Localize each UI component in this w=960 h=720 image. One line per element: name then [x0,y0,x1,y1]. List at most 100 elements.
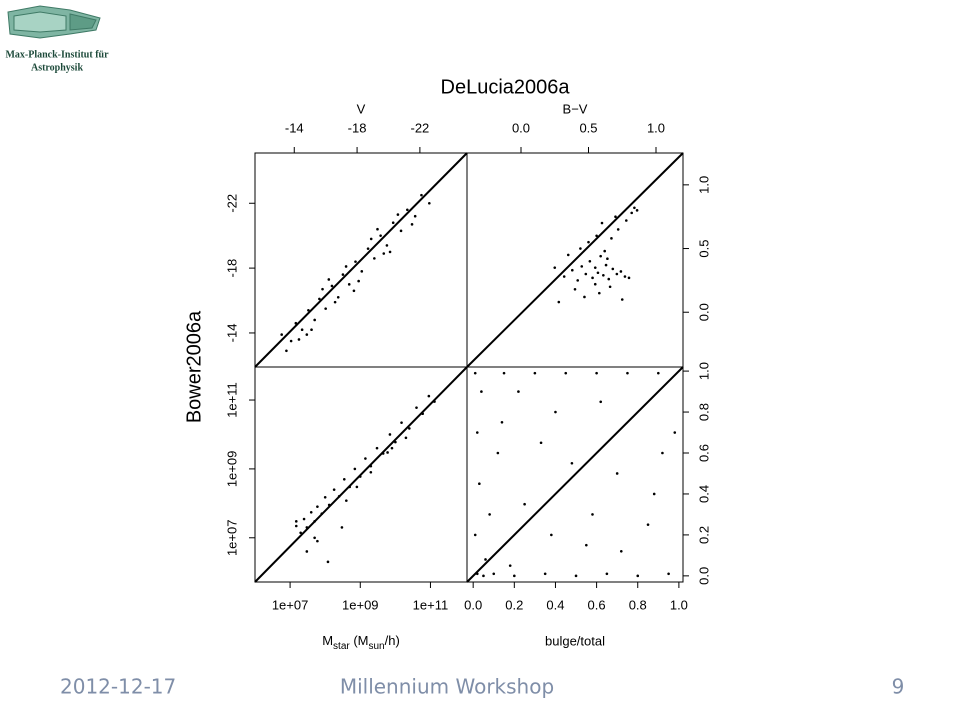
reference-line [466,366,684,583]
point [388,433,392,436]
x-axis-title: Mstar (Msun/h) [322,633,400,651]
point [596,271,600,275]
reference-line [466,152,684,368]
point [406,208,409,212]
point [394,440,397,444]
point [427,394,431,398]
point [413,214,417,218]
point [626,371,629,375]
point [388,250,392,254]
point [657,371,660,375]
x-tick-label: 0.0 [464,597,482,612]
point [294,321,298,325]
panel-frame [466,366,684,583]
point [344,265,348,268]
x-axis-title: bulge/total [545,633,605,648]
x-tick-label: 0.2 [505,597,523,612]
point [347,283,351,286]
point [415,406,418,409]
point [408,427,411,430]
point [593,266,597,269]
point [404,436,408,440]
point [602,273,605,277]
point [313,318,316,322]
x-tick-label: 0.8 [629,597,647,612]
point [652,492,656,496]
point [610,237,613,240]
point [550,533,553,537]
point [321,287,324,291]
point [327,503,331,507]
y-tick-label: 1.0 [696,362,711,380]
x-tick-label: 1.0 [647,120,665,135]
point [366,247,370,250]
x-axis-title: B−V [563,101,588,116]
point [579,247,582,250]
y-tick-label: 1e+09 [224,451,239,488]
point [475,431,479,434]
x-axis-title: V [357,101,366,116]
point [615,472,619,475]
point [574,574,578,578]
x-axis-title-part: M [322,633,333,648]
y-tick-label: 0.4 [696,485,711,503]
point [587,240,590,244]
point [332,488,336,491]
point [603,249,606,253]
point [667,572,670,576]
point [305,550,309,553]
point [630,211,633,215]
point [496,451,500,455]
point [400,421,403,424]
point [323,495,327,499]
point [673,431,677,434]
point [294,520,298,523]
point [421,412,424,416]
y-tick-label: 1e+11 [224,382,239,418]
y-axis-title: Bower2006a [183,310,205,423]
point [364,457,367,460]
point [352,289,356,293]
y-tick-label: 0.2 [696,526,711,544]
point [473,371,477,375]
point [316,505,319,508]
point [620,298,624,301]
point [473,533,477,537]
x-tick-label: 0.5 [579,120,597,135]
point [340,526,344,529]
point [310,328,313,332]
x-tick-label: -22 [410,120,429,135]
point [399,229,403,233]
point [353,467,357,471]
x-axis-title-part: (M [350,633,369,648]
y-tick-label: 0.0 [696,303,711,321]
y-tick-label: 0.6 [696,444,711,462]
point [386,451,389,454]
point [598,291,601,295]
point [502,371,506,375]
y-tick-label: 0.5 [696,239,711,257]
x-axis-title-part: star [333,641,350,652]
point [391,221,395,225]
y-tick-label: -14 [224,324,239,343]
point [358,475,362,478]
point [580,265,584,268]
point [300,328,304,332]
point [342,477,346,481]
point [599,400,603,404]
point [428,201,431,205]
point [627,276,631,280]
point [599,254,602,258]
point [307,308,310,312]
point [616,228,620,231]
point [614,215,617,218]
point [348,485,352,489]
point [562,275,566,278]
point [492,572,496,576]
point [513,574,516,578]
point [604,263,608,267]
x-tick-label: 1.0 [670,597,688,612]
y-tick-label: -18 [224,259,239,278]
x-tick-label: 0.4 [546,597,564,612]
point [508,564,512,567]
